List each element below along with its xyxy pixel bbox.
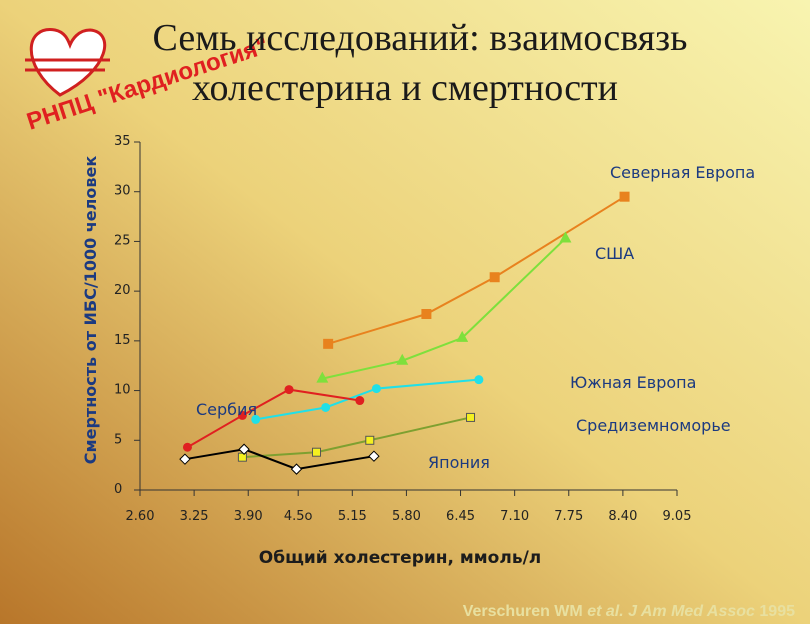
y-tick-label: 35 bbox=[114, 134, 131, 149]
marker bbox=[316, 371, 329, 383]
marker bbox=[474, 375, 484, 385]
x-tick-label: 3.25 bbox=[180, 509, 209, 524]
series-line bbox=[184, 448, 375, 471]
series-label: Сербия bbox=[196, 400, 257, 419]
series-label: США bbox=[595, 244, 634, 263]
marker bbox=[182, 442, 192, 452]
x-tick-label: 8.40 bbox=[608, 509, 637, 524]
marker bbox=[237, 410, 247, 420]
marker bbox=[371, 384, 381, 394]
x-tick-label: 4.5o bbox=[284, 509, 313, 524]
marker bbox=[237, 452, 247, 462]
marker bbox=[251, 414, 261, 424]
x-tick-label: 9.05 bbox=[663, 509, 692, 524]
y-tick-label: 10 bbox=[114, 383, 131, 398]
y-tick-label: 15 bbox=[114, 333, 131, 348]
y-tick-label: 30 bbox=[114, 184, 131, 199]
x-tick-label: 6.45 bbox=[446, 509, 475, 524]
marker bbox=[290, 463, 303, 475]
marker bbox=[489, 272, 500, 283]
x-tick-label: 2.60 bbox=[126, 509, 155, 524]
x-tick-label: 5.80 bbox=[392, 509, 421, 524]
y-tick-label: 20 bbox=[114, 283, 131, 298]
y-tick-label: 25 bbox=[114, 233, 131, 248]
marker bbox=[365, 435, 375, 445]
series-label: Средиземноморье bbox=[576, 416, 731, 435]
chart-title: Семь исследований: взаимосвязь bbox=[153, 17, 688, 59]
marker bbox=[619, 191, 630, 202]
series-line bbox=[242, 416, 471, 459]
x-tick-label: 3.90 bbox=[234, 509, 263, 524]
chart-title: холестерина и смертности bbox=[192, 67, 618, 109]
marker bbox=[312, 447, 322, 457]
marker bbox=[284, 385, 294, 395]
series-line bbox=[186, 388, 360, 449]
marker bbox=[466, 412, 476, 422]
series-line bbox=[322, 237, 567, 380]
marker bbox=[396, 353, 409, 365]
marker bbox=[238, 443, 250, 455]
x-tick-label: 7.10 bbox=[500, 509, 529, 524]
marker bbox=[355, 396, 365, 406]
marker bbox=[456, 330, 469, 342]
source-journal: et al. J Am Med Assoc bbox=[587, 603, 755, 620]
x-tick-label: 5.15 bbox=[338, 509, 367, 524]
series-line bbox=[327, 195, 626, 345]
series-line bbox=[255, 378, 479, 421]
y-tick-label: 5 bbox=[114, 432, 122, 447]
source-year: 1995 bbox=[759, 603, 795, 620]
marker bbox=[368, 450, 380, 462]
marker bbox=[421, 309, 432, 320]
marker bbox=[179, 453, 191, 465]
source: Verschuren WM et al. J Am Med Assoc 1995 bbox=[463, 603, 795, 620]
marker bbox=[559, 231, 572, 243]
marker bbox=[323, 338, 334, 349]
marker bbox=[321, 402, 331, 412]
series-label: Южная Европа bbox=[570, 373, 696, 392]
x-tick-label: 7.75 bbox=[554, 509, 583, 524]
series-label: Япония bbox=[428, 453, 490, 472]
logo-heart bbox=[25, 28, 110, 97]
series-label: Северная Европа bbox=[610, 163, 755, 182]
y-tick-label: 0 bbox=[114, 482, 122, 497]
source-author: Verschuren WM bbox=[463, 603, 583, 620]
y-axis-label: Смертность от ИБС/1000 человек bbox=[81, 156, 100, 465]
x-axis-label: Общий холестерин, ммоль/л bbox=[259, 548, 541, 568]
